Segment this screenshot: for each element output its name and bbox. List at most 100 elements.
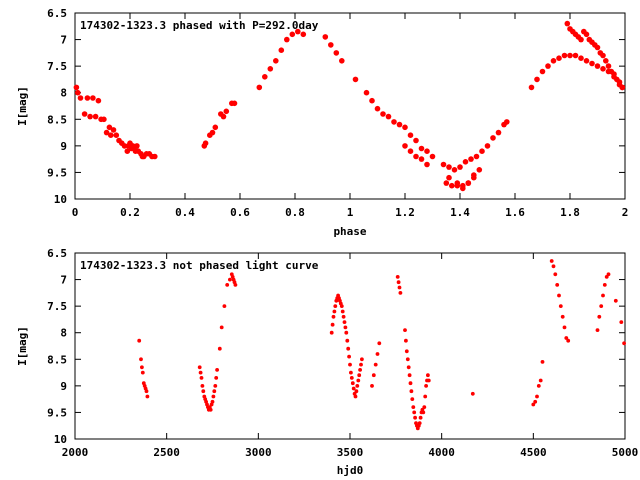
unphased-y-tick-label: 7 xyxy=(60,274,67,287)
phased-y-axis-label: I[mag] xyxy=(16,86,29,126)
unphased-data-point xyxy=(139,357,143,362)
phased-data-point xyxy=(418,145,425,152)
unphased-data-point xyxy=(228,277,232,282)
unphased-data-point xyxy=(536,384,541,388)
unphased-data-point xyxy=(619,320,624,324)
phased-x-tick-label: 0.6 xyxy=(230,206,250,219)
phased-data-point xyxy=(603,58,609,64)
phased-data-point xyxy=(460,182,466,189)
unphased-data-point xyxy=(553,272,558,277)
unphased-data-point xyxy=(410,397,415,401)
phased-data-point xyxy=(90,95,96,101)
phased-data-point xyxy=(81,111,88,117)
unphased-data-point xyxy=(330,322,335,327)
phased-data-point xyxy=(465,180,472,186)
unphased-data-point xyxy=(344,330,349,335)
phased-data-point xyxy=(339,58,345,64)
unphased-plot-frame xyxy=(74,252,626,440)
phased-data-point xyxy=(564,20,571,27)
phased-data-point xyxy=(490,135,496,141)
phased-data-point xyxy=(429,153,436,160)
unphased-data-point xyxy=(535,394,539,399)
unphased-data-point xyxy=(140,365,144,370)
unphased-data-point xyxy=(557,293,561,298)
unphased-data-point xyxy=(395,275,400,279)
unphased-data-point xyxy=(208,407,213,412)
unphased-x-tick-label: 4500 xyxy=(520,446,547,459)
phased-data-point xyxy=(101,116,107,123)
phased-data-point xyxy=(583,31,590,38)
phased-data-point xyxy=(369,97,375,104)
phased-x-axis-label: phase xyxy=(333,225,366,238)
unphased-x-tick-label: 2000 xyxy=(62,446,89,459)
phased-data-point xyxy=(333,50,340,56)
unphased-data-point xyxy=(538,378,543,383)
phased-data-point xyxy=(209,129,216,136)
phased-data-point xyxy=(454,180,461,186)
phased-x-tick-label: 2 xyxy=(622,206,629,219)
unphased-data-point xyxy=(555,283,560,287)
unphased-x-tick-label: 5000 xyxy=(612,446,639,459)
unphased-data-point xyxy=(340,309,345,314)
phased-data-point xyxy=(402,143,408,149)
unphased-data-point xyxy=(533,399,538,404)
phased-y-tick-label: 7 xyxy=(60,34,67,47)
phased-y-tick-label: 6.5 xyxy=(47,7,67,20)
unphased-data-point xyxy=(349,376,354,380)
phased-data-point xyxy=(223,108,230,115)
phased-data-point xyxy=(446,174,452,181)
phased-data-point xyxy=(572,52,579,59)
phased-data-point xyxy=(600,66,606,72)
unphased-data-point xyxy=(407,373,412,378)
phased-data-point xyxy=(413,153,419,160)
unphased-data-points xyxy=(137,259,626,431)
phased-data-point xyxy=(106,124,113,131)
unphased-data-point xyxy=(201,389,206,394)
unphased-data-point xyxy=(145,394,150,399)
phased-data-point xyxy=(457,164,463,170)
unphased-data-point xyxy=(566,338,571,343)
phased-y-tick-label: 9 xyxy=(60,140,67,153)
phased-data-point xyxy=(479,148,485,154)
phased-data-point xyxy=(424,161,430,168)
phased-data-point xyxy=(495,129,502,136)
phased-data-point xyxy=(220,113,227,120)
phased-data-point xyxy=(539,68,546,75)
phased-y-tick-label: 8.5 xyxy=(47,113,67,126)
unphased-data-point xyxy=(360,357,364,362)
unphased-data-point xyxy=(349,370,353,375)
unphased-data-point xyxy=(199,376,204,380)
unphased-y-tick-label: 8 xyxy=(60,327,67,340)
unphased-data-point xyxy=(409,389,414,394)
phased-data-point xyxy=(594,44,601,51)
unphased-data-point xyxy=(211,394,216,399)
phased-x-tick-label: 0 xyxy=(72,206,79,219)
phased-data-point xyxy=(295,28,301,35)
phased-data-point xyxy=(556,55,562,61)
unphased-data-point xyxy=(357,373,362,378)
unphased-data-point xyxy=(417,421,422,425)
phased-x-tick-label: 1.6 xyxy=(505,206,525,219)
phased-data-point xyxy=(110,127,117,133)
phased-data-point xyxy=(605,63,612,69)
unphased-data-point xyxy=(210,399,215,404)
unphased-data-point xyxy=(377,341,382,346)
unphased-data-point xyxy=(396,280,401,285)
unphased-data-point xyxy=(408,381,413,386)
unphased-data-point xyxy=(540,360,545,364)
phased-data-point xyxy=(380,111,386,117)
phased-data-point xyxy=(152,153,158,160)
phased-y-tick-label: 8 xyxy=(60,87,67,100)
phased-data-point xyxy=(484,143,491,149)
unphased-axis-ticks: 2000 2500 3000 3500 4000 4500 5000 6.5 7 7.5 8 8.5 9… xyxy=(47,247,638,459)
unphased-data-point xyxy=(341,314,346,319)
unphased-data-point xyxy=(411,405,416,409)
phased-data-point xyxy=(451,167,458,173)
unphased-data-point xyxy=(371,373,376,378)
unphased-x-axis-label: hjd0 xyxy=(337,464,364,477)
phased-data-point xyxy=(407,148,414,154)
phased-data-point xyxy=(92,113,99,120)
unphased-data-point xyxy=(375,352,380,356)
phased-data-point xyxy=(471,174,477,181)
phased-data-point xyxy=(476,167,483,173)
